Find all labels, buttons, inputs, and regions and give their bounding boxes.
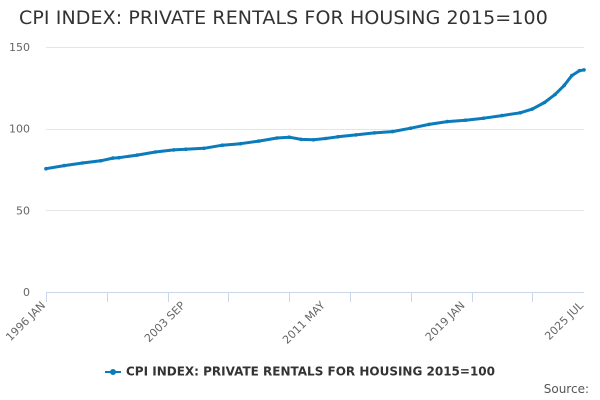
data-point: [153, 150, 158, 154]
y-tick-label: 50: [16, 204, 30, 217]
data-point: [577, 68, 582, 73]
x-tick-label: 2025 JUL: [542, 298, 586, 342]
data-point: [354, 133, 358, 137]
data-point: [257, 139, 261, 143]
data-point: [80, 161, 85, 165]
source-credit[interactable]: Source:: [543, 382, 589, 396]
x-tick-label: 2003 SEP: [142, 299, 188, 345]
data-point: [238, 141, 243, 146]
data-point: [135, 153, 139, 157]
x-axis-labels: 1996 JAN 2003 SEP 2011 MAY 2019 JAN 2025 JUL: [3, 298, 586, 346]
data-point: [445, 119, 450, 124]
data-point: [570, 73, 574, 78]
data-point: [500, 113, 504, 118]
data-point: [275, 136, 279, 140]
data-point: [427, 122, 431, 127]
data-point: [542, 100, 547, 105]
legend-label: CPI INDEX: PRIVATE RENTALS FOR HOUSING 2…: [126, 364, 495, 379]
data-point: [463, 118, 468, 122]
data-point: [44, 166, 48, 171]
data-point: [287, 135, 292, 139]
legend-marker-icon: [105, 367, 121, 377]
series-line: [44, 68, 586, 171]
data-point: [184, 147, 188, 151]
y-tick-label: 100: [9, 123, 30, 136]
x-tick-label: 1996 JAN: [3, 299, 48, 344]
data-point: [323, 136, 328, 141]
x-tick-label: 2011 MAY: [280, 299, 328, 347]
data-point: [98, 159, 103, 163]
data-point: [408, 126, 413, 130]
data-point: [481, 116, 486, 120]
legend[interactable]: CPI INDEX: PRIVATE RENTALS FOR HOUSING 2…: [0, 364, 600, 379]
data-point: [553, 92, 557, 97]
data-point: [390, 129, 395, 134]
data-point: [220, 143, 225, 147]
y-tick-label: 150: [9, 41, 30, 54]
series-layer: [44, 68, 586, 171]
data-point: [582, 68, 586, 72]
data-point: [117, 155, 121, 160]
data-point: [299, 137, 304, 142]
data-point: [311, 138, 316, 142]
grid-lines: [46, 47, 584, 211]
data-point: [530, 107, 535, 111]
data-point: [171, 148, 176, 152]
data-point: [111, 156, 115, 160]
x-axis: [46, 292, 584, 302]
chart-title: CPI INDEX: PRIVATE RENTALS FOR HOUSING 2…: [19, 7, 548, 29]
data-point: [62, 163, 66, 168]
data-point: [202, 146, 206, 151]
data-point: [518, 111, 522, 115]
y-axis-labels: 0 50 100 150: [9, 41, 30, 299]
data-point: [336, 135, 340, 139]
x-tick-label: 2019 JAN: [423, 299, 468, 344]
y-tick-label: 0: [23, 286, 30, 299]
data-point: [372, 131, 377, 135]
data-point: [562, 83, 566, 88]
